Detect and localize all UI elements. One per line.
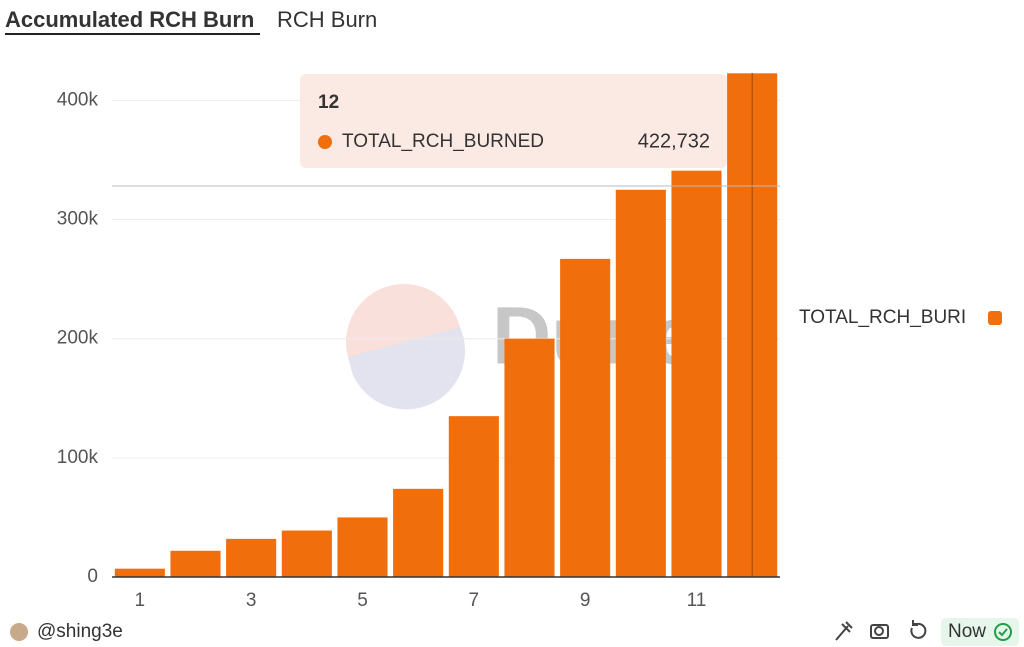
x-tick-label: 7 (469, 590, 480, 611)
bar (337, 517, 388, 577)
status-icon (994, 623, 1012, 641)
bar (114, 568, 165, 577)
status: Now (948, 621, 986, 642)
bar (504, 338, 555, 577)
legend-swatch (988, 311, 1002, 325)
tooltip-box (300, 74, 727, 168)
bar (615, 189, 666, 577)
tab[interactable]: RCH Burn (277, 7, 377, 32)
watermark-logo (347, 326, 466, 410)
y-tick-label: 0 (87, 566, 98, 587)
footer: @shing3e Now (10, 618, 1019, 646)
bar (448, 416, 499, 577)
tab-active[interactable]: Accumulated RCH Burn (5, 7, 254, 32)
icon-camera[interactable] (870, 624, 889, 639)
x-tick-label: 1 (135, 590, 146, 611)
bar (560, 258, 611, 577)
tooltip-dot (318, 135, 332, 149)
y-tick-label: 300k (57, 209, 99, 230)
x-tick-label: 11 (687, 590, 707, 611)
y-tick-label: 200k (57, 328, 99, 349)
x-tick-label: 5 (357, 590, 368, 611)
icon-edit[interactable] (835, 621, 853, 641)
bar (226, 538, 277, 577)
bar (170, 550, 221, 577)
tooltip-title: 12 (318, 92, 339, 113)
icon-refresh[interactable] (910, 620, 927, 639)
bar (281, 530, 332, 577)
user[interactable]: @shing3e (37, 621, 123, 642)
legend-label: TOTAL_RCH_BURI (799, 307, 966, 328)
x-tick-label: 3 (246, 590, 257, 611)
x-tick-label: 9 (580, 590, 591, 611)
bar (393, 488, 444, 577)
bar (671, 170, 722, 577)
tooltip-label: TOTAL_RCH_BURNED (342, 131, 544, 152)
avatar (10, 623, 28, 641)
icons (835, 620, 927, 641)
y-tick-label: 400k (57, 89, 99, 110)
tooltip-value: 422,732 (638, 130, 710, 152)
y-tick-label: 100k (57, 447, 99, 468)
